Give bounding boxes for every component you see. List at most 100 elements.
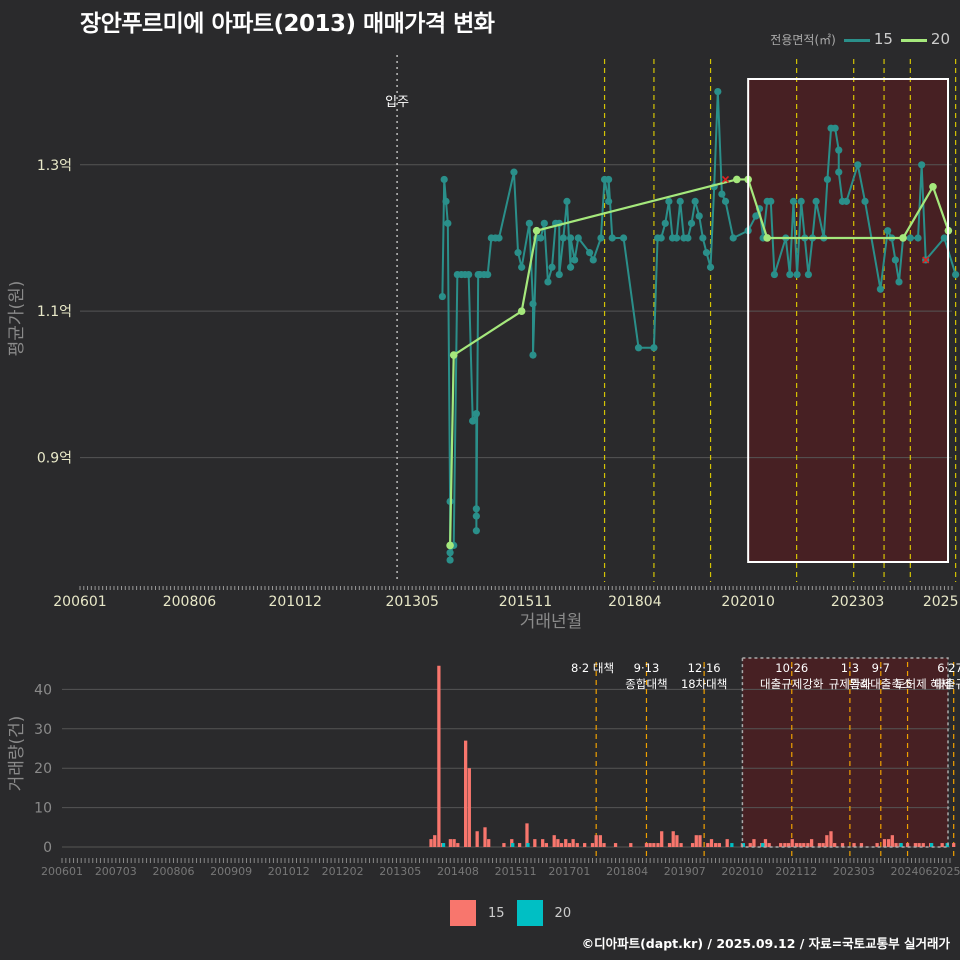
bar-20 xyxy=(511,843,515,847)
bar-15 xyxy=(679,843,683,847)
bar-15 xyxy=(767,843,771,847)
y-tick-label: 0 xyxy=(43,840,52,856)
bar-15 xyxy=(913,843,918,847)
bar-15 xyxy=(644,843,649,847)
series-15-point xyxy=(555,270,563,279)
series-15-point xyxy=(544,278,552,286)
bar-15 xyxy=(656,843,660,847)
bar-15 xyxy=(598,835,602,847)
bar-20 xyxy=(929,843,934,847)
series-15-point xyxy=(695,212,703,220)
bar-15 xyxy=(541,839,545,847)
series-15-point xyxy=(854,161,862,169)
series-15-point xyxy=(718,190,726,198)
policy-label: 12·16 xyxy=(688,661,721,675)
series-15-point xyxy=(767,197,775,205)
series-15-point xyxy=(566,263,575,271)
chart-title: 장안푸르미에 아파트(2013) 매매가격 변화 xyxy=(80,11,495,37)
y-tick-label: 0.9억 xyxy=(37,451,72,467)
series-20-point xyxy=(929,182,937,191)
x-tick-label: 201012 xyxy=(268,594,321,610)
series-20-point xyxy=(532,226,541,235)
series-15-point xyxy=(619,234,628,242)
series-15-point xyxy=(548,263,556,271)
series-15-point xyxy=(510,168,518,176)
y-tick-label: 1.1억 xyxy=(37,304,72,320)
series-20-line xyxy=(448,178,950,546)
bar-15 xyxy=(859,843,864,847)
series-15-point xyxy=(465,270,473,279)
bar-20 xyxy=(761,843,765,847)
policy-label: 8·2 대책 xyxy=(571,661,614,675)
legend-label-20: 20 xyxy=(930,30,950,48)
x-tick-label: 202406 xyxy=(891,865,933,878)
policy-label: 종합대책 xyxy=(625,677,667,691)
x-tick-label: 201305 xyxy=(379,865,421,878)
bar-15 xyxy=(502,843,506,847)
highlight-box xyxy=(747,78,949,563)
policy-label: 대출규 xyxy=(934,677,960,691)
bar-15 xyxy=(840,843,845,847)
x-tick-label: 201202 xyxy=(322,865,364,878)
series-15-point xyxy=(472,512,480,520)
bar-15 xyxy=(660,831,664,847)
legend-bottom-swatch-15 xyxy=(450,900,476,926)
x-tick-label: 201701 xyxy=(548,865,590,878)
x-tick-label: 201907 xyxy=(664,865,706,878)
series-15-point xyxy=(446,556,454,564)
series-20-point xyxy=(899,234,907,242)
bar-15 xyxy=(429,839,433,847)
bar-15 xyxy=(786,843,791,847)
bar-15 xyxy=(706,843,710,847)
x-tick-label: 202010 xyxy=(721,865,763,878)
legend-top: 전용면적(㎡) 15 20 xyxy=(770,30,950,48)
series-15-point xyxy=(835,146,843,154)
legend-bottom-swatch-20 xyxy=(516,900,543,926)
legend-bottom: 15 20 xyxy=(450,900,571,926)
series-15-point xyxy=(571,256,579,264)
bar-15 xyxy=(556,839,560,847)
series-15-point xyxy=(876,285,885,293)
bar-15 xyxy=(790,839,794,847)
series-15-point xyxy=(634,344,643,352)
series-15-point xyxy=(608,234,616,242)
bar-15 xyxy=(583,843,587,847)
bar-15 xyxy=(629,843,633,847)
bar-15 xyxy=(821,843,825,847)
series-15-point xyxy=(525,219,533,227)
policy-label: 대출규제강화 xyxy=(760,677,824,691)
bar-15 xyxy=(852,843,856,847)
legend-bottom-label-20: 20 xyxy=(554,905,572,921)
series-15-point xyxy=(589,256,597,264)
bar-15 xyxy=(794,843,799,847)
bar-15 xyxy=(602,843,606,847)
y-axis-title: 거래량(건) xyxy=(7,716,27,792)
series-15-point xyxy=(831,124,839,132)
y-tick-label: 10 xyxy=(34,801,52,817)
bar-15 xyxy=(921,843,925,847)
series-15-point xyxy=(563,197,571,205)
y-tick-label: 20 xyxy=(34,761,52,777)
bar-15 xyxy=(905,843,910,847)
series-15-point xyxy=(676,197,684,205)
series-15-point xyxy=(770,270,779,279)
bar-15 xyxy=(467,768,471,847)
legend-swatch-20 xyxy=(900,39,927,42)
bar-15 xyxy=(544,843,548,847)
bar-15 xyxy=(825,835,829,847)
series-15-point xyxy=(884,227,892,235)
policy-label: 9·7 xyxy=(872,661,890,675)
series-15-point xyxy=(812,197,820,205)
x-tick-label: 200703 xyxy=(95,865,137,878)
bar-15 xyxy=(917,843,921,847)
series-15-point xyxy=(672,234,681,242)
bar-20 xyxy=(730,843,734,847)
series-15-point xyxy=(706,263,715,271)
volume-bar-chart: 0 10 20 30 40 8·2 대책 9·13 종합대책 12·16 18차대책 10·26 대출… xyxy=(7,657,960,878)
x-tick-label: 200806 xyxy=(152,865,194,878)
bar-15 xyxy=(571,839,575,847)
series-15-point xyxy=(469,417,477,425)
series-15-point xyxy=(786,270,794,279)
series-15-point xyxy=(442,197,450,205)
series-15-point xyxy=(952,270,960,279)
